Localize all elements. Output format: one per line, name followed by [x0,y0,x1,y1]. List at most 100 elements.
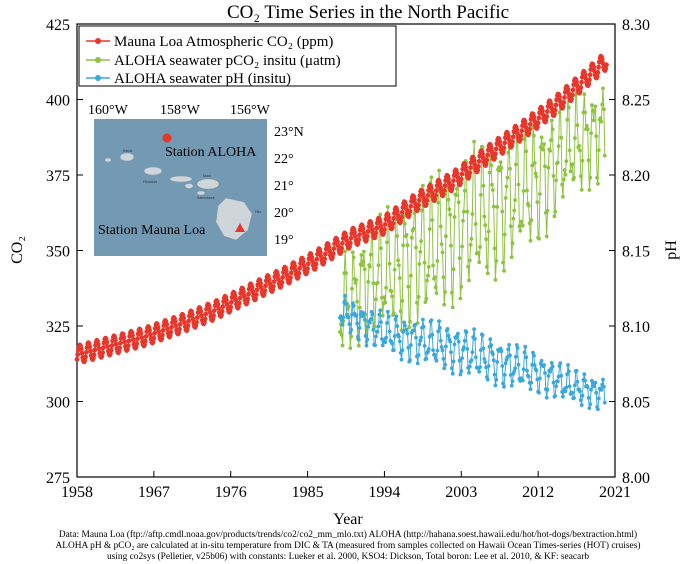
data-point [537,236,541,241]
data-point [381,230,387,236]
data-point [573,136,577,141]
data-point [476,164,481,169]
data-point [408,203,414,209]
data-point [406,212,412,218]
data-point [322,256,328,262]
data-point [159,336,165,342]
data-point [138,330,144,336]
data-point [241,293,247,299]
data-point [522,137,527,142]
data-point [258,281,263,286]
data-point [241,289,246,295]
data-point [314,256,320,262]
data-point [469,237,474,241]
data-point [543,371,547,375]
data-point [577,89,583,94]
data-point [236,300,242,306]
data-point [550,127,555,132]
data-point [552,111,557,117]
data-point [199,313,204,319]
data-point [577,144,581,148]
data-point [156,329,162,335]
data-point [339,333,344,337]
data-point [297,265,303,271]
data-point [390,221,396,226]
data-point [485,265,489,269]
data-point [493,278,498,282]
data-point [343,249,347,254]
data-point [220,304,226,309]
data-point [476,158,482,164]
data-point [488,145,494,151]
data-point [292,263,298,269]
data-point [467,370,471,375]
data-point [215,301,221,307]
data-point [566,91,572,96]
y-tick-label-right: 8.10 [622,319,650,336]
data-point [339,318,344,323]
data-point [198,309,204,314]
data-point [433,285,438,290]
data-point [574,368,579,373]
legend-label-mauna-loa: Mauna Loa Atmospheric CO₂ (ppm) [114,34,333,50]
data-point [429,175,434,180]
data-point [419,335,423,340]
data-point [398,218,404,224]
map-label-maui: Maui [203,174,211,178]
data-point [365,337,370,342]
data-point [551,174,556,178]
data-point [108,347,114,353]
data-point [340,322,345,327]
data-point [155,325,161,330]
data-point [309,254,315,260]
island-molokai [169,175,193,183]
data-point [509,255,514,259]
data-point [444,344,448,349]
data-point [160,327,166,333]
data-point [417,262,422,266]
data-point [542,142,546,147]
data-point [441,191,446,197]
data-point [570,87,576,93]
data-point [467,170,473,176]
data-point [469,358,474,363]
data-point [270,287,276,293]
x-tick-label: 1958 [61,484,93,501]
data-point [379,246,383,251]
data-point [570,390,575,395]
data-point [435,348,440,353]
map-label-kahoolawe: Kahoolawe [197,196,215,200]
series-layer [74,53,609,412]
data-point [266,276,272,282]
data-point [374,297,378,302]
data-point [537,390,541,395]
data-point [470,212,475,216]
data-point [335,243,341,249]
data-point [589,131,593,136]
data-point [280,275,286,280]
data-point [207,305,212,311]
data-point [578,148,582,153]
data-point [600,102,605,107]
legend: Mauna Loa Atmospheric CO₂ (ppm) ALOHA se… [78,25,397,87]
data-point [555,160,560,165]
data-point [341,315,346,320]
island-maui [196,178,220,190]
station-mauna-loa-marker [235,223,245,232]
data-point [380,313,385,318]
data-point [397,334,401,339]
data-point [384,285,388,290]
data-point [604,62,609,68]
data-point [451,359,456,364]
data-point [527,126,532,132]
data-point [395,234,400,239]
data-point [567,105,571,110]
data-point [304,269,310,275]
data-point [435,259,440,263]
data-point [579,188,584,192]
data-point [470,350,475,355]
data-point [567,384,572,389]
data-point [560,182,564,187]
data-point [463,168,469,174]
data-point [75,352,81,357]
